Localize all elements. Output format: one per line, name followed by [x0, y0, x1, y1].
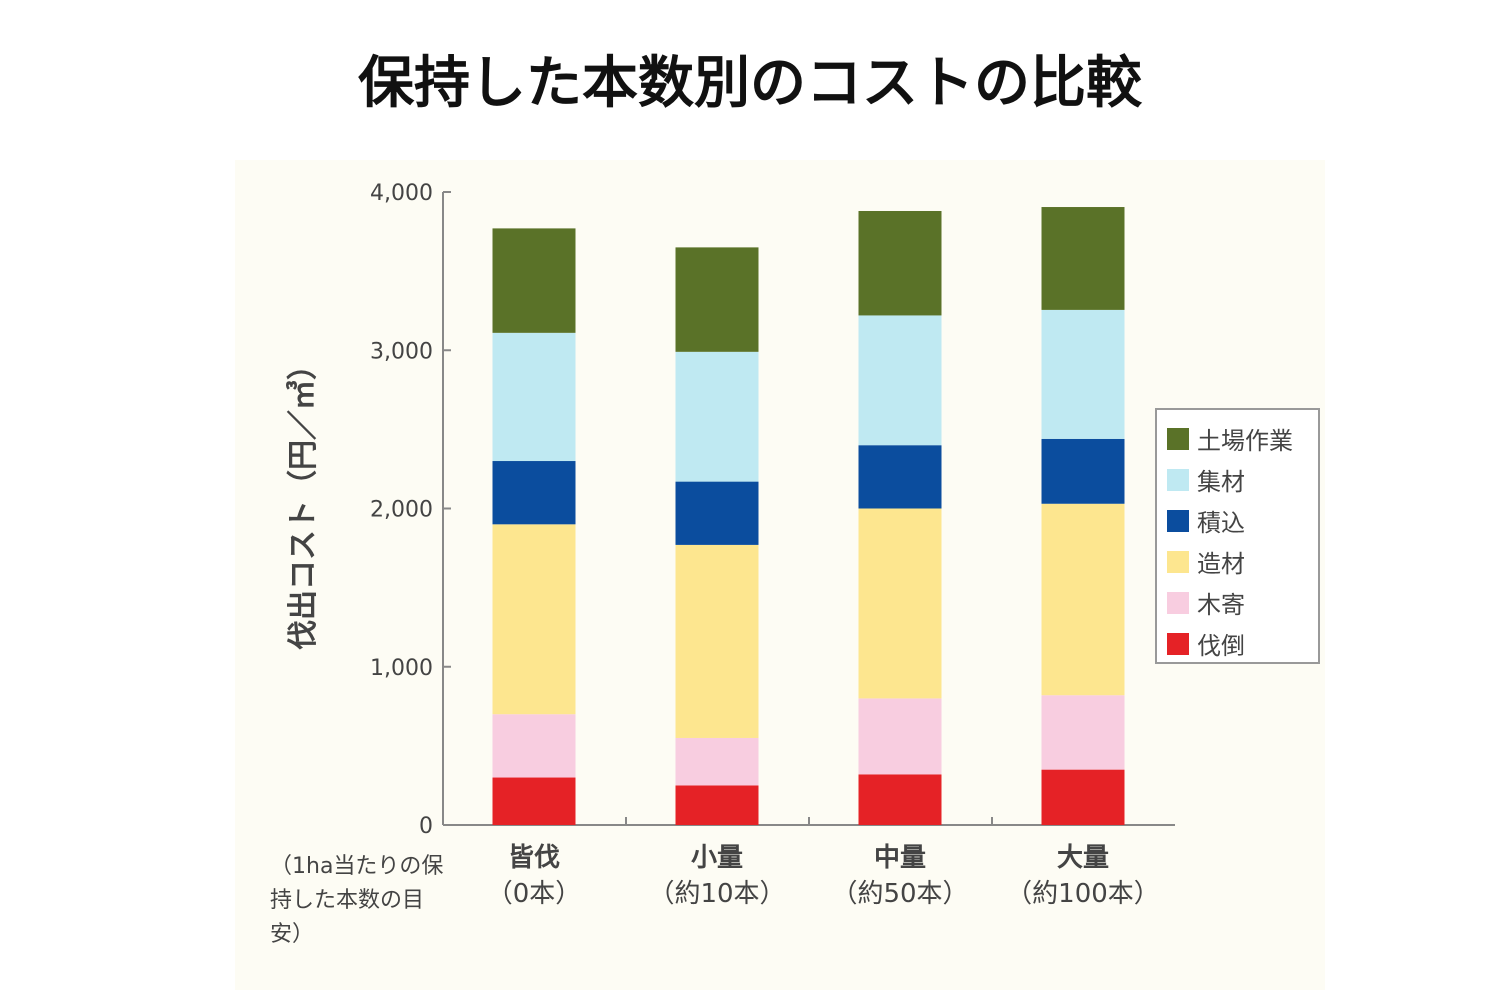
category-label: 皆伐 — [508, 843, 560, 873]
y-tick-label: 1,000 — [370, 656, 433, 681]
legend-item: 造材 — [1167, 541, 1308, 582]
x-axis-note: （1ha当たりの保持した本数の目安） — [270, 854, 444, 947]
category-label: 中量 — [874, 843, 926, 873]
bar-segment-造材 — [492, 524, 576, 715]
bar-segment-集材 — [858, 315, 942, 446]
legend-swatch — [1167, 427, 1189, 450]
category-sublabel: （約100本） — [1006, 879, 1160, 909]
category-sublabel: （約50本） — [831, 879, 968, 909]
bar-segment-木寄 — [1041, 695, 1125, 770]
bar-segment-土場作業 — [1041, 207, 1125, 310]
bar-segment-集材 — [675, 351, 759, 482]
legend-item: 土場作業 — [1167, 418, 1308, 459]
legend-swatch — [1167, 468, 1189, 491]
bar-segment-伐倒 — [492, 777, 576, 825]
bar-segment-造材 — [675, 544, 759, 738]
y-tick-label: 0 — [419, 814, 433, 839]
bar-segment-積込 — [675, 481, 759, 545]
category-sublabel: （約10本） — [648, 879, 785, 909]
legend-item: 集材 — [1167, 459, 1308, 500]
bar-segment-集材 — [1041, 309, 1125, 439]
chart-title: 保持した本数別のコストの比較 — [358, 51, 1142, 116]
bar-segment-土場作業 — [675, 247, 759, 352]
legend-label: 積込 — [1197, 509, 1245, 537]
legend-swatch — [1167, 550, 1189, 573]
legend-swatch — [1167, 632, 1189, 655]
bar-segment-木寄 — [858, 698, 942, 775]
legend-label: 造材 — [1197, 550, 1245, 578]
bar-segment-造材 — [858, 508, 942, 699]
y-axis-label: 伐出コスト（円／㎥） — [286, 350, 321, 650]
legend-item: 伐倒 — [1167, 623, 1308, 664]
legend: 土場作業集材積込造材木寄伐倒 — [1155, 408, 1320, 664]
bar-segment-伐倒 — [1041, 769, 1125, 825]
legend-label: 土場作業 — [1197, 427, 1293, 455]
bar-segment-積込 — [1041, 438, 1125, 504]
y-tick-label: 2,000 — [370, 498, 433, 523]
legend-label: 伐倒 — [1197, 632, 1245, 660]
bar-segment-積込 — [858, 445, 942, 509]
category-sublabel: （0本） — [487, 879, 582, 909]
bar-segment-集材 — [492, 332, 576, 462]
legend-swatch — [1167, 509, 1189, 532]
bar-segment-土場作業 — [858, 210, 942, 316]
bar-segment-伐倒 — [858, 774, 942, 825]
legend-label: 集材 — [1197, 468, 1245, 496]
legend-item: 木寄 — [1167, 582, 1308, 623]
bar-segment-土場作業 — [492, 228, 576, 333]
category-label: 大量 — [1057, 843, 1109, 873]
bar-segment-木寄 — [675, 737, 759, 786]
category-label: 小量 — [691, 843, 743, 873]
legend-item: 積込 — [1167, 500, 1308, 541]
bar-segment-伐倒 — [675, 785, 759, 825]
y-tick-label: 3,000 — [370, 339, 433, 364]
legend-label: 木寄 — [1197, 591, 1245, 619]
bar-segment-木寄 — [492, 714, 576, 778]
bar-segment-積込 — [492, 461, 576, 525]
legend-swatch — [1167, 591, 1189, 614]
y-tick-label: 4,000 — [370, 181, 433, 206]
bar-segment-造材 — [1041, 503, 1125, 696]
chart-panel — [235, 160, 1325, 990]
